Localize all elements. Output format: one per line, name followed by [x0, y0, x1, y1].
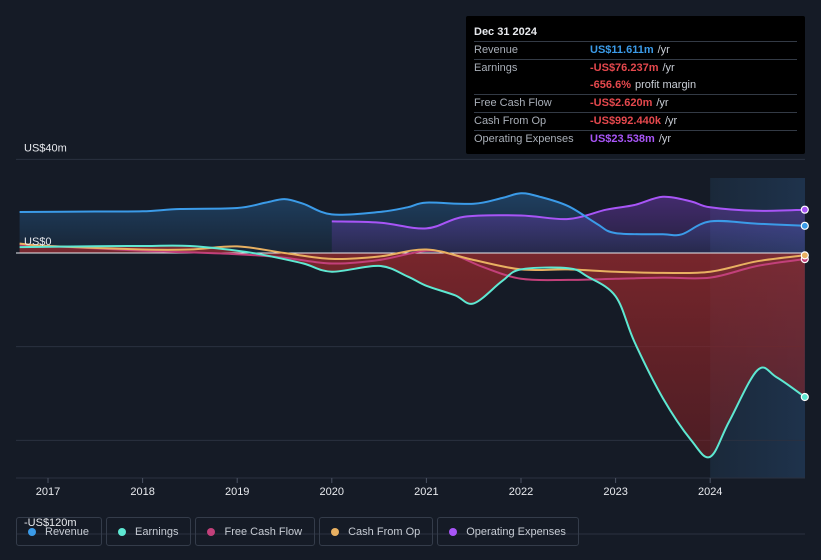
tooltip-row: Operating Expenses US$23.538m/yr — [474, 130, 797, 148]
tooltip-row: Earnings -US$76.237m/yr — [474, 59, 797, 77]
x-tick-label: 2018 — [130, 486, 154, 498]
end-marker-cash-from-op — [800, 251, 809, 260]
tooltip-row: -656.6% profit margin — [474, 77, 797, 94]
legend: Revenue Earnings Free Cash Flow Cash From O… — [16, 517, 579, 546]
legend-label: Revenue — [45, 525, 90, 538]
legend-dot-icon — [449, 527, 458, 536]
tooltip-row-value: -US$992.440k — [590, 115, 661, 127]
operating-expenses-area — [331, 196, 805, 253]
legend-label: Cash From Op — [348, 525, 421, 538]
earnings-area — [19, 245, 805, 458]
tooltip-row-label: Earnings — [474, 62, 518, 74]
tooltip-row-label: Cash From Op — [474, 115, 547, 127]
end-marker-earnings — [800, 392, 809, 402]
tooltip-row-value: US$11.611m — [590, 44, 654, 56]
tooltip-row-value: -656.6% — [590, 79, 631, 91]
x-tick-label: 2022 — [509, 486, 533, 498]
tooltip-row-value: -US$2.620m — [590, 97, 653, 109]
tooltip-row-unit: profit margin — [634, 79, 697, 91]
tooltip-row: Free Cash Flow -US$2.620m/yr — [474, 94, 797, 112]
x-tick-label: 2021 — [414, 486, 438, 498]
tooltip-row-label: Revenue — [474, 44, 519, 56]
legend-item-earnings[interactable]: Earnings — [106, 517, 192, 546]
legend-dot-icon — [331, 527, 340, 536]
tooltip-row-unit: /yr — [662, 62, 675, 74]
tooltip-row-label — [474, 77, 590, 94]
tooltip-row-unit: /yr — [658, 133, 672, 145]
tooltip: Dec 31 2024 Revenue US$11.611m/yr Earnings… — [466, 16, 805, 154]
tooltip-row-unit: /yr — [657, 44, 670, 56]
legend-item-cash-from-op[interactable]: Cash From Op — [319, 517, 434, 546]
legend-dot-icon — [118, 527, 127, 536]
x-tick-label: 2019 — [225, 486, 249, 498]
tooltip-row-unit: /yr — [656, 97, 669, 109]
tooltip-row-label: Free Cash Flow — [474, 97, 552, 109]
legend-label: Operating Expenses — [466, 525, 566, 538]
end-marker-operating-expenses — [800, 205, 809, 214]
series-line-earnings — [19, 244, 806, 459]
series-line-cash-from-op — [19, 242, 805, 275]
legend-dot-icon — [207, 527, 216, 536]
y-axis-label: -US$120m — [24, 517, 77, 529]
tooltip-row: Revenue US$11.611m/yr — [474, 41, 797, 59]
tooltip-date: Dec 31 2024 — [474, 26, 537, 38]
series-line-operating-expenses — [331, 195, 805, 230]
end-marker-revenue — [800, 221, 809, 230]
legend-dot-icon — [28, 527, 36, 536]
legend-item-revenue[interactable]: Revenue — [16, 517, 103, 546]
tooltip-row-unit: /yr — [664, 115, 678, 127]
x-tick-label: 2023 — [603, 486, 627, 498]
x-tick-label: 2020 — [320, 486, 344, 498]
legend-label: Free Cash Flow — [224, 525, 303, 538]
legend-label: Earnings — [135, 525, 179, 538]
x-tick-label: 2024 — [698, 486, 722, 498]
tooltip-row: Cash From Op -US$992.440k/yr — [474, 112, 797, 130]
y-axis-label: US$40m — [24, 142, 67, 154]
x-tick-label: 2017 — [36, 486, 60, 498]
legend-item-free-cash-flow[interactable]: Free Cash Flow — [195, 517, 316, 546]
tooltip-row-label: Operating Expenses — [474, 133, 574, 145]
tooltip-row-value: -US$76.237m — [590, 62, 659, 74]
y-axis-label: US$0 — [24, 236, 52, 248]
legend-item-operating-expenses[interactable]: Operating Expenses — [437, 517, 579, 546]
series-line-revenue — [19, 192, 805, 237]
tooltip-row-value: US$23.538m — [590, 133, 655, 145]
